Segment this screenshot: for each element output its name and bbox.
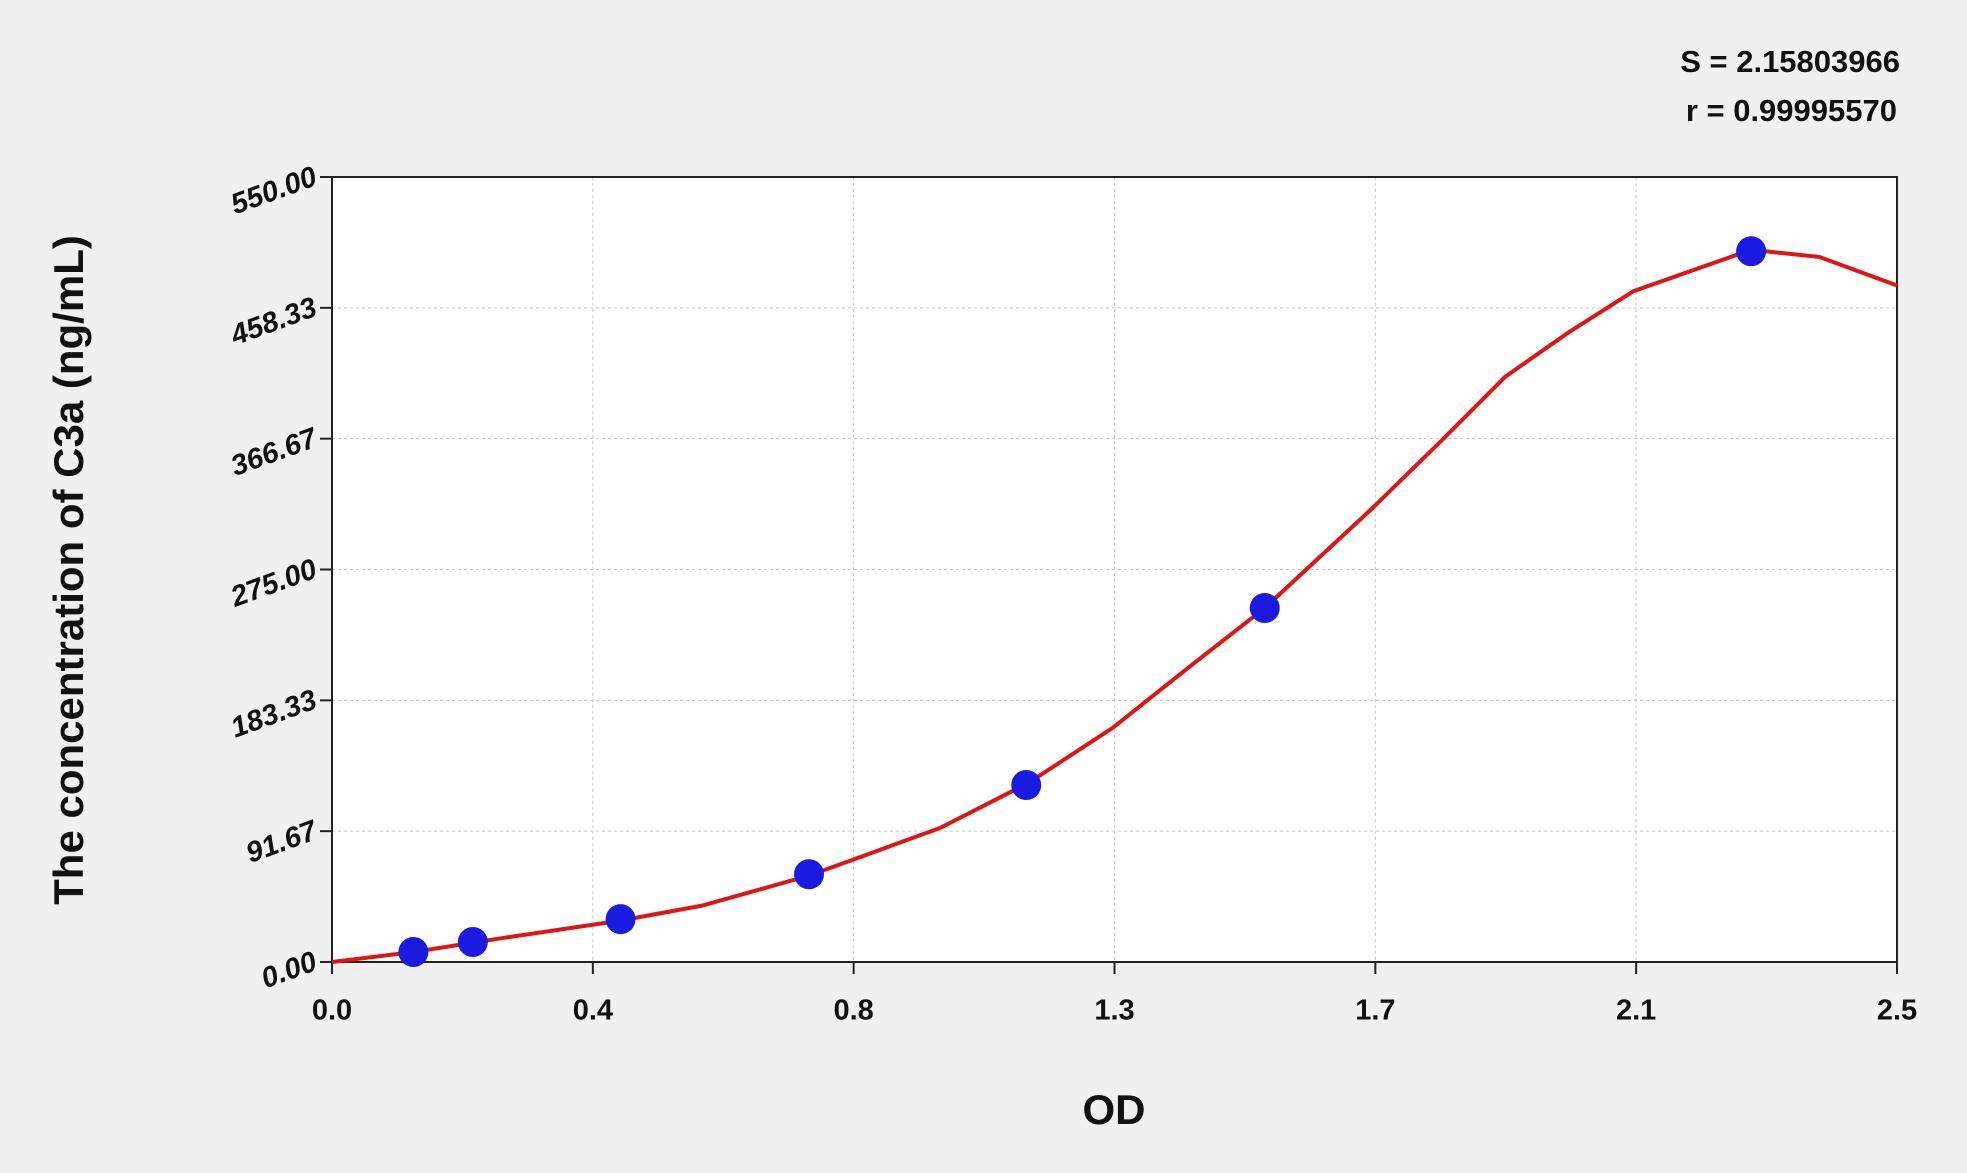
x-tick-label: 0.4 [573,995,613,1027]
data-point [398,937,429,968]
annotation: S = 2.15803966 [1680,44,1900,79]
y-tick-label: 550.00 [227,161,321,221]
data-point [794,859,825,890]
y-axis-label: The concentration of C3a (ng/mL) [45,235,92,905]
y-tick-label: 0.00 [257,946,321,995]
annotation: r = 0.99995570 [1686,93,1897,128]
data-point [1011,770,1042,801]
data-point [1736,236,1767,267]
plot-frame [331,176,1898,963]
data-point [457,927,488,958]
x-tick-label: 1.3 [1094,995,1134,1027]
x-tick-label: 0.8 [833,995,873,1027]
x-axis-label: OD [1083,1086,1146,1133]
y-tick-label: 91.67 [242,814,323,870]
x-tick-label: 2.5 [1877,995,1917,1027]
data-point [605,904,636,935]
y-tick-label: 275.00 [226,553,321,614]
y-tick-label: 458.33 [226,292,321,353]
x-tick-label: 0.0 [312,995,352,1027]
x-tick-label: 2.1 [1616,995,1656,1027]
data-point [1249,593,1280,624]
y-tick-label: 183.33 [227,684,321,744]
x-tick-label: 1.7 [1355,995,1395,1027]
y-tick-label: 366.67 [227,422,323,483]
